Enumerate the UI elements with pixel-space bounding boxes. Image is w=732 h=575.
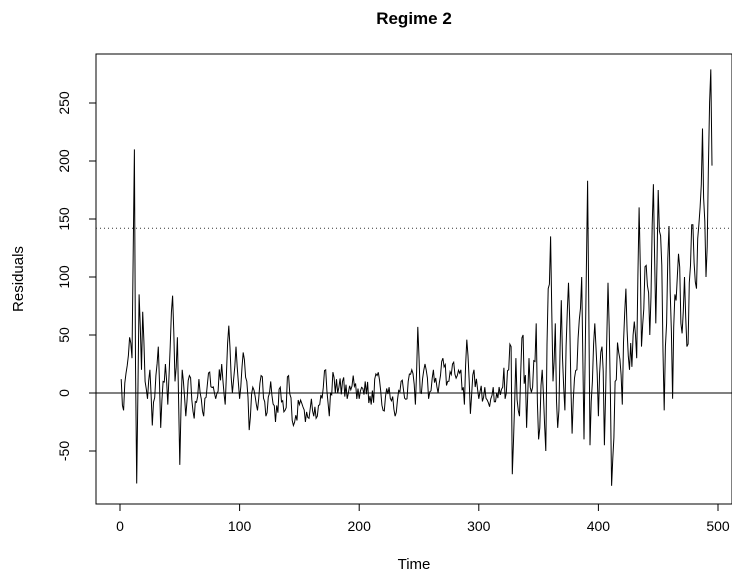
x-tick-label: 200 [348,518,372,534]
y-tick-label: 0 [56,389,72,397]
y-tick-label: 250 [56,91,72,115]
x-axis-title: Time [398,556,431,573]
series-line-residuals [120,69,713,486]
x-tick-label: 400 [587,518,611,534]
plot-frame [95,53,732,505]
y-axis-title: Residuals [10,246,27,312]
x-axis: 0 100 200 300 400 500 [116,503,730,534]
y-tick-label: 100 [56,265,72,289]
x-tick-label: 500 [706,518,730,534]
x-tick-label: 0 [116,518,124,534]
x-tick-label: 300 [467,518,491,534]
x-tick-label: 100 [228,518,252,534]
y-tick-label: 50 [56,327,72,343]
chart-title: Regime 2 [376,9,452,28]
y-tick-label: -50 [56,441,72,461]
y-axis: -50 0 50 100 150 200 250 [56,91,97,461]
y-tick-label: 150 [56,207,72,231]
y-tick-label: 200 [56,149,72,173]
